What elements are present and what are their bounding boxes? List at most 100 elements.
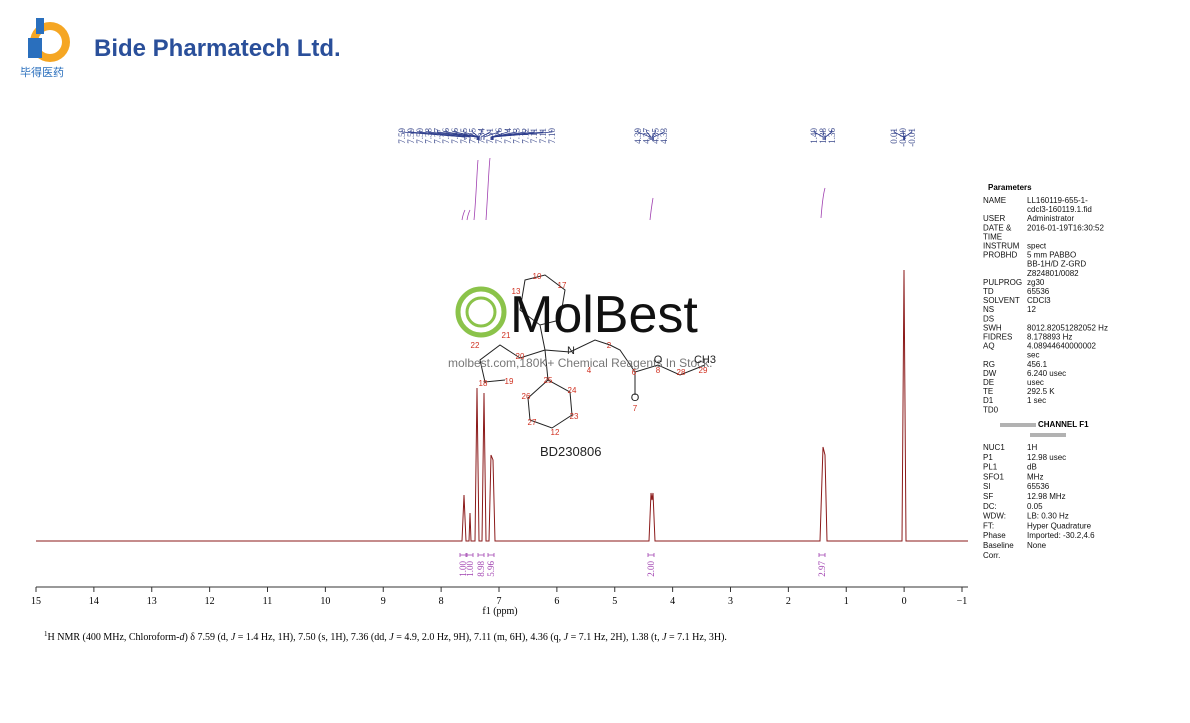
atom-label: 20	[516, 352, 525, 361]
x-tick-label: 9	[381, 596, 386, 607]
peak-leader	[893, 130, 904, 140]
bond	[479, 274, 706, 429]
atom-label: 2	[607, 341, 612, 350]
param-value: LB: 0.30 Hz	[1027, 512, 1069, 521]
param-value: 1H	[1027, 443, 1037, 452]
peak-label: 1.40	[809, 128, 819, 144]
x-tick-label: 15	[31, 596, 41, 607]
param-value: Administrator	[1027, 214, 1074, 223]
peak-leader	[653, 130, 665, 140]
param-key: DS	[983, 314, 994, 323]
peak-label: 7.11	[538, 128, 548, 143]
spectrum-trace	[36, 269, 968, 542]
integral-label: 2.00	[646, 561, 656, 577]
caption-part: = 7.1 Hz, 3H).	[667, 632, 727, 643]
atom-label: 27	[528, 418, 537, 427]
caption-part: = 4.9, 2.0 Hz, 9H), 7.11 (m, 6H), 4.36 (…	[394, 632, 564, 643]
param-value: zg30	[1027, 278, 1045, 287]
param-key: USER	[983, 214, 1005, 223]
parameters: Parameters NAME LL160119-655-1-cdcl3-16011…	[983, 183, 1108, 560]
x-tick-label: 6	[554, 596, 559, 607]
param-value: LL160119-655-1-	[1027, 196, 1088, 205]
param-key: DATE &	[983, 223, 1012, 232]
peak-label: 7.59	[397, 128, 407, 144]
caption-part: ) δ 7.59 (d,	[184, 632, 230, 643]
param-key: NAME	[983, 196, 1006, 205]
peak-label: -0.01	[907, 128, 917, 147]
atom-label: 6	[632, 368, 637, 377]
peak-label: 7.11	[529, 128, 539, 143]
atom-label: 23	[570, 412, 579, 421]
peak-leader	[646, 130, 652, 140]
atom-label: 7	[633, 404, 638, 413]
peak-label: 7.35	[459, 128, 469, 144]
param-key: TE	[983, 387, 993, 396]
integral-labels: 1.001.00 8.98 5.96 2.00 2.97	[458, 553, 827, 577]
peak-label: 1.38	[818, 128, 828, 144]
param-key: WDW:	[983, 512, 1006, 521]
caption-part: d	[179, 632, 185, 643]
param-value: 2016-01-19T16:30:52	[1027, 223, 1105, 232]
param-key: DC:	[983, 502, 997, 511]
peak-leader	[491, 130, 517, 140]
peak-leader	[825, 130, 833, 140]
atom-label: 29	[699, 366, 708, 375]
structure: MolBest molbest.com,180K+ Chemical Reage…	[448, 274, 712, 459]
atom-label: 26	[522, 392, 531, 401]
caption-part: J	[564, 632, 569, 643]
atom-label: O	[631, 392, 640, 404]
peak-leader	[483, 130, 500, 140]
peak-label: 7.12	[520, 128, 530, 144]
param-key: D1	[983, 396, 994, 405]
integral-label: 1.00	[465, 561, 475, 577]
peak-label: -0.00	[898, 128, 908, 147]
param-value: 12	[1027, 305, 1036, 314]
param-key: SI	[983, 482, 991, 491]
param-key: TIME	[983, 232, 1002, 241]
peak-leader	[651, 130, 656, 140]
x-tick-label: 12	[205, 596, 215, 607]
peak-leader	[428, 130, 478, 140]
peak-label: 7.35	[468, 128, 478, 144]
logo-cn: 毕得医药	[20, 66, 64, 79]
peak-label: 4.37	[642, 128, 652, 144]
logo-hole	[38, 30, 62, 54]
param-key: DW	[983, 369, 997, 378]
x-tick-label: 13	[147, 596, 157, 607]
spectrum: f1 (ppm)	[36, 269, 968, 617]
watermark-logo	[465, 296, 497, 328]
peak-label: 7.13	[512, 128, 522, 144]
integral-label: 5.96	[486, 561, 496, 577]
peak-label: 7.50	[415, 128, 425, 144]
param-value: 6.240 usec	[1027, 369, 1066, 378]
param-value: 12.98 usec	[1027, 453, 1066, 462]
x-tick-label: 4	[670, 596, 675, 607]
parameters-title: Parameters	[988, 183, 1032, 192]
watermark-logo	[455, 286, 507, 338]
peak-leader	[490, 130, 509, 140]
x-tick-label: 1	[844, 596, 849, 607]
param-value: sec	[1027, 351, 1039, 360]
caption-part: J	[231, 632, 236, 643]
atom-label: 18	[479, 379, 488, 388]
integral-bracket	[647, 553, 655, 557]
param-value: CDCl3	[1027, 296, 1051, 305]
atom-label: 10	[533, 272, 542, 281]
atom-label: O	[654, 354, 663, 366]
integral-curves	[461, 157, 826, 221]
x-tick-label: 14	[89, 596, 99, 607]
param-value: usec	[1027, 378, 1044, 387]
x-tick-label: 8	[439, 596, 444, 607]
peak-label: 1.36	[827, 128, 837, 144]
param-key: PULPROG	[983, 278, 1022, 287]
rule	[1000, 423, 1066, 437]
x-tick-label: 11	[263, 596, 273, 607]
atom-label: N	[567, 345, 575, 357]
peak-leader	[478, 130, 482, 140]
param-value: 456.1	[1027, 360, 1048, 369]
param-key: RG	[983, 360, 995, 369]
caption-part: 1	[44, 630, 48, 638]
peak-label: 7.36	[441, 128, 451, 144]
